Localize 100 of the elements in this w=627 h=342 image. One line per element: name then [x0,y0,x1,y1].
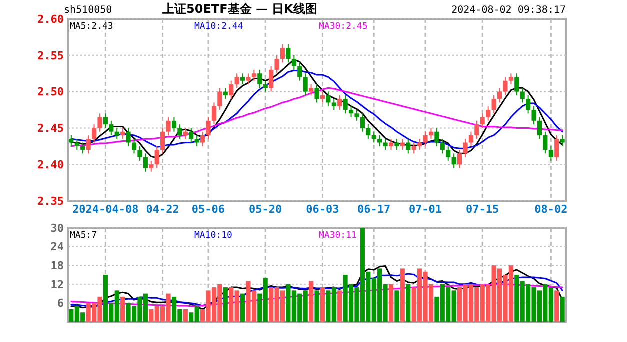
y-tick-label: 30 [50,222,64,235]
y-tick-label: 18 [50,259,64,272]
candlestick [332,98,336,110]
candlestick [378,134,382,147]
y-tick-label: 2.45 [38,122,64,136]
candlestick [463,138,468,158]
candlestick [388,138,394,151]
candlestick [320,91,325,104]
candlestick [468,131,474,147]
bar [314,290,320,322]
candlestick [486,106,491,122]
candlestick [338,94,342,110]
text: MA5:7 [70,231,98,241]
candlestick [98,113,102,132]
candlestick [149,160,154,172]
candlestick [132,138,137,154]
x-tick-label: 05-06 [192,203,226,216]
text: MA30:11 [319,231,357,241]
candlestick [246,73,251,86]
candlestick [543,131,548,154]
candlestick [354,110,360,122]
bar [320,288,325,322]
candlestick [143,153,148,172]
candlestick [92,124,97,144]
candlestick [263,80,268,92]
candlestick [440,138,445,154]
candlestick [383,138,388,151]
candlestick [258,69,262,89]
candlestick [406,138,411,154]
y-tick-label: 2.60 [38,12,64,26]
y-tick-label: 2.50 [38,86,64,99]
candlestick [234,73,240,89]
candlestick [172,116,177,132]
text: MA10:10 [194,231,232,241]
candlestick [497,88,502,104]
candlestick [74,138,80,151]
candlestick [309,84,314,96]
candlestick [394,138,400,151]
candlestick [114,128,120,140]
x-tick-label: 07-01 [408,203,442,216]
candlestick [520,88,525,104]
candlestick [178,124,182,140]
candlestick [508,73,514,86]
candlestick [292,54,296,70]
candlestick [154,146,160,169]
candlestick [366,124,371,140]
chart-title: 上证50ETF基金 — 日K线图 [162,2,318,16]
candlestick [200,131,206,147]
candlestick [194,134,200,147]
bar [183,309,188,322]
candlestick [314,84,320,104]
y-tick-label: 24 [50,240,64,254]
candlestick [554,134,560,162]
text: 2024-08-02 09:38:17 [452,5,566,16]
candlestick [109,120,114,136]
candlestick [166,116,171,136]
bar [120,296,126,322]
candlestick [206,116,211,140]
candlestick [240,73,246,86]
candlestick [412,142,416,154]
candlestick [252,69,256,82]
bar [400,268,405,322]
bar [223,288,228,322]
y-tick-label: 6 [57,297,64,310]
candlestick [423,131,428,147]
x-tick-label: 05-20 [249,203,282,216]
bar [338,290,342,322]
candlestick [80,142,86,154]
text: MA5:2.43 [70,22,114,32]
candlestick [428,128,434,140]
candlestick [189,128,194,144]
bar [560,296,565,322]
text: MA10:2.44 [194,22,244,32]
candlestick [303,73,308,96]
x-tick-label: 04-22 [146,203,180,216]
candlestick [138,146,142,162]
candlestick [218,88,222,110]
bar [388,284,394,322]
candlestick [126,128,131,147]
candlestick [280,44,286,64]
candlestick [69,134,74,147]
candlestick [372,131,376,144]
candlestick [286,44,291,64]
candlestick [446,146,451,162]
candlestick [526,94,531,114]
bar [240,294,246,322]
x-tick-label: 07-15 [466,203,500,216]
candlestick [514,73,520,96]
y-tick-label: 12 [50,278,64,292]
candlestick [223,88,228,100]
text: sh510050 [64,5,112,16]
candlestick [298,62,302,82]
candlestick [532,106,536,126]
candlestick [503,76,508,96]
candlestick [548,146,554,162]
candlestick [269,66,274,92]
candlestick [120,128,126,140]
candlestick [492,94,496,114]
bar [554,290,560,322]
candlestick [480,113,485,129]
